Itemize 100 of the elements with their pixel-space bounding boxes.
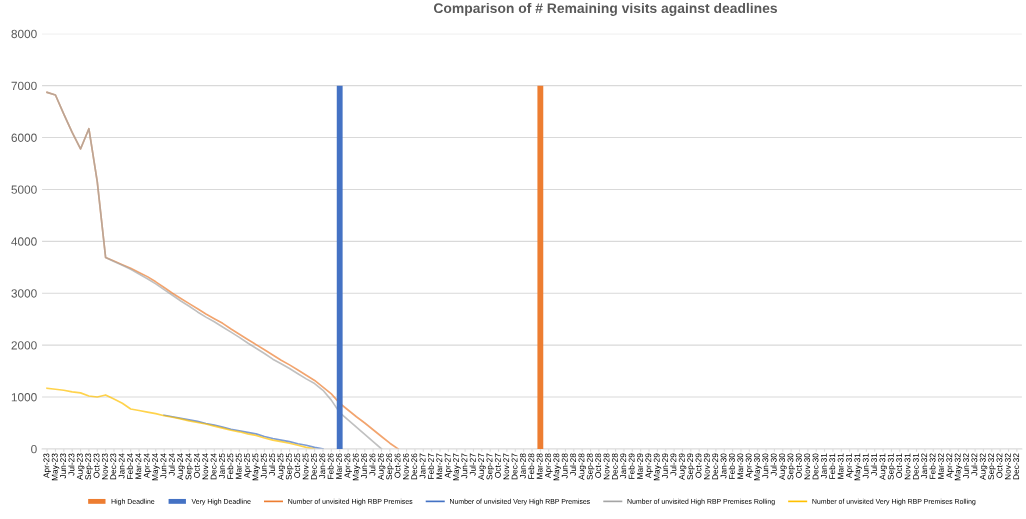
x-tick-label: Aug-27 (478, 453, 486, 480)
x-tick-label: Nov-29 (703, 453, 710, 480)
x-tick-label: Dec-24 (210, 453, 217, 480)
x-tick-label: May-32 (954, 453, 963, 481)
x-tick-label: Aug-31 (879, 453, 887, 480)
x-tick-label: Jan-27 (419, 453, 426, 479)
x-tick-label: Jan-31 (820, 453, 827, 479)
x-tick-label: Jul-26 (369, 453, 376, 476)
x-tick-label: Oct-28 (595, 453, 602, 478)
x-tick-label: Sep-25 (285, 453, 294, 480)
x-tick-label: Jan-29 (620, 453, 627, 479)
x-tick-label: May-30 (754, 453, 762, 481)
x-tick-label: Jan-32 (921, 453, 928, 479)
x-tick-label: Jun-23 (60, 453, 67, 479)
x-tick-label: Sep-27 (486, 453, 495, 480)
x-tick-label: Nov-28 (603, 453, 610, 480)
x-tick-label: Mar-27 (436, 453, 443, 479)
x-tick-label: Mar-24 (135, 453, 142, 479)
x-tick-label: Nov-23 (101, 453, 108, 480)
x-tick-label: Aug-23 (76, 453, 85, 480)
x-tick-label: Oct-24 (193, 453, 200, 478)
x-tick-label: May-25 (252, 453, 260, 481)
x-tick-label: Sep-24 (185, 453, 194, 480)
x-tick-label: Feb-30 (728, 453, 735, 479)
x-tick-label: Feb-31 (829, 453, 836, 479)
x-tick-label: Aug-25 (277, 453, 286, 480)
x-tick-label: Jan-26 (319, 453, 326, 479)
x-tick-label: Oct-23 (93, 453, 100, 478)
x-tick-label: Aug-32 (979, 453, 988, 480)
x-tick-label: Mar-28 (536, 453, 543, 479)
x-tick-label: Jun-26 (361, 453, 368, 479)
x-tick-label: Mar-31 (837, 453, 844, 479)
x-tick-label: Mar-26 (336, 453, 342, 479)
x-tick-label: Feb-28 (528, 453, 535, 479)
x-tick-label: Jun-31 (862, 453, 869, 479)
x-tick-label: Jan-25 (218, 453, 225, 479)
x-tick-label: Sep-31 (887, 453, 896, 480)
x-tick-label: Apr-25 (244, 453, 252, 479)
x-tick-label: Feb-32 (929, 453, 936, 479)
x-tick-label: Aug-28 (578, 453, 587, 480)
x-tick-label: Apr-31 (846, 453, 854, 479)
x-tick-label: May-23 (51, 453, 60, 481)
x-tick-label: Aug-30 (779, 453, 787, 480)
x-tick-label: Mar-29 (637, 453, 643, 479)
x-tick-label: Sep-26 (386, 453, 394, 480)
x-tick-label: Apr-32 (946, 453, 954, 479)
x-tick-label: Oct-31 (896, 453, 903, 478)
y-tick-label: 2000 (11, 341, 37, 350)
x-tick-label: May-28 (553, 453, 561, 481)
x-tick-label: Jul-24 (168, 453, 175, 476)
x-tick-label: May-27 (453, 453, 461, 481)
x-tick-label: Jun-25 (260, 453, 267, 479)
x-tick-label: Apr-28 (545, 453, 553, 479)
x-tick-label: Sep-29 (687, 453, 695, 480)
x-tick-label: Dec-30 (812, 453, 819, 480)
y-tick-label: 5000 (11, 185, 37, 194)
x-tick-label: Jun-28 (561, 453, 568, 479)
x-tick-label: Dec-28 (611, 453, 618, 480)
x-tick-label: Apr-29 (645, 453, 653, 479)
x-tick-label: Nov-27 (503, 453, 510, 480)
x-tick-label: Dec-31 (912, 453, 919, 480)
x-tick-label: Jun-27 (461, 453, 468, 479)
x-tick-label: Aug-29 (678, 453, 687, 480)
x-tick-label: Jul-25 (268, 453, 276, 476)
x-tick-label: Feb-27 (427, 453, 434, 479)
x-tick-label: Nov-30 (804, 453, 811, 480)
x-tick-label: Jun-32 (963, 453, 969, 479)
x-tick-label: Oct-30 (795, 453, 802, 478)
x-tick-label: Nov-32 (1004, 453, 1011, 480)
x-tick-label: Feb-26 (327, 453, 334, 479)
x-tick-label: Feb-25 (227, 453, 234, 479)
x-tick-label: Oct-25 (294, 453, 301, 478)
x-tick-label: Nov-25 (302, 453, 309, 480)
x-tick-label: Dec-23 (110, 453, 117, 480)
x-tick-label: Apr-23 (43, 453, 51, 479)
x-tick-label: Aug-26 (377, 453, 386, 480)
x-tick-label: Mar-30 (737, 453, 744, 479)
x-tick-label: Dec-26 (411, 453, 418, 480)
x-tick-label: Jul-32 (971, 453, 978, 476)
y-tick-label: 4000 (11, 237, 37, 246)
y-tick-label: 6000 (11, 133, 37, 142)
x-tick-label: Sep-32 (988, 453, 996, 480)
x-tick-label: Jan-24 (118, 453, 125, 479)
x-tick-label: Nov-31 (904, 453, 911, 480)
x-tick-label: Nov-26 (402, 453, 409, 480)
x-tick-label: Dec-29 (712, 453, 719, 480)
x-tick-label: Sep-28 (586, 453, 595, 480)
x-tick-label: Jul-27 (469, 453, 476, 476)
x-tick-label: Jul-28 (569, 453, 577, 476)
x-tick-label: Nov-24 (202, 453, 209, 480)
x-tick-label: Oct-32 (996, 453, 1003, 478)
x-tick-label: Apr-24 (143, 453, 152, 479)
x-tick-label: Oct-29 (695, 453, 702, 478)
x-tick-label: Jul-29 (670, 453, 677, 476)
x-tick-label: May-24 (152, 453, 160, 481)
x-tick-label: Apr-27 (444, 453, 453, 479)
y-tick-label: 3000 (11, 289, 37, 298)
x-tick-label: Aug-24 (177, 453, 185, 480)
y-tick-label: 8000 (11, 29, 37, 39)
x-tick-label: May-26 (352, 453, 361, 481)
